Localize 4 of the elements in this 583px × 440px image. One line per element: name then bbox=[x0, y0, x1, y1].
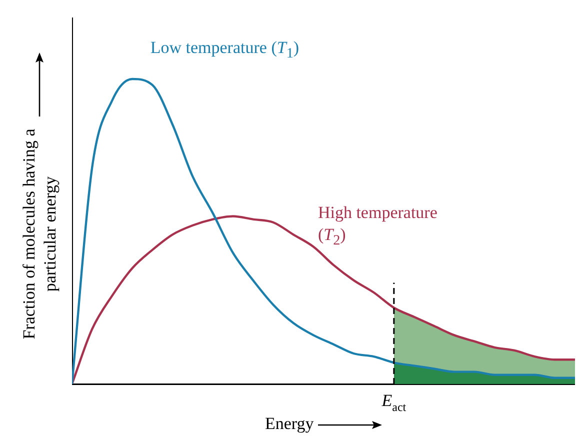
series-label: High temperature (T$_{2}$) bbox=[318, 202, 438, 251]
y-axis-title: Fraction of molecules having a particular energy bbox=[18, 128, 60, 342]
series-label: Low temperature (T$_{1}$) bbox=[150, 37, 300, 64]
x-axis-title: Energy bbox=[264, 414, 314, 433]
